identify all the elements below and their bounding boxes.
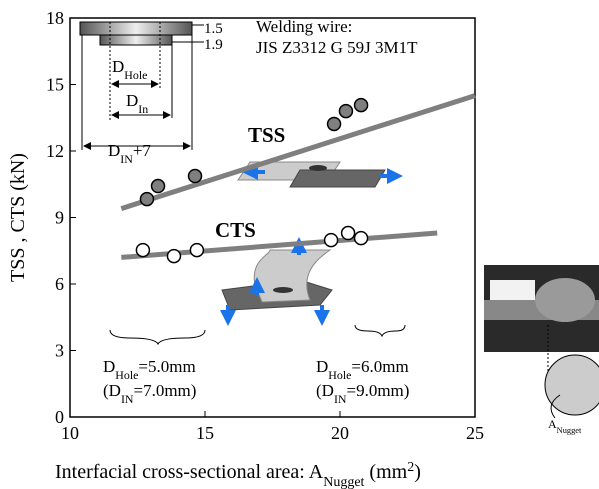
micrograph	[484, 265, 599, 418]
y-tick-label: 15	[46, 75, 64, 95]
point	[190, 244, 203, 257]
text-part: (D	[103, 381, 121, 400]
annotation: DHole	[112, 57, 147, 82]
annotation: ANugget	[548, 417, 582, 435]
annotation: 1.9	[204, 37, 223, 53]
text-part: Nugget	[557, 426, 582, 435]
text-part: In	[138, 102, 148, 116]
trend-line	[121, 96, 475, 209]
series-label: CTS	[215, 218, 256, 242]
text-part: Hole	[115, 368, 138, 382]
text-part: IN	[120, 152, 133, 166]
text-part: 2	[407, 460, 414, 475]
brace	[355, 325, 405, 336]
annotation: Welding wire:	[256, 17, 352, 36]
text-part: =7.0mm)	[134, 381, 197, 400]
x-axis-label: Interfacial cross-sectional area: ANugge…	[55, 460, 421, 489]
annotation: JIS Z3312 G 59J 3M1T	[256, 38, 418, 57]
text-part: 1.9	[204, 37, 223, 53]
text-part: =5.0mm	[138, 357, 195, 376]
plate-diagram	[80, 22, 204, 150]
text-part: Welding wire:	[256, 17, 352, 36]
point	[152, 180, 165, 193]
text-part: D	[112, 57, 124, 76]
text-part: JIS Z3312 G 59J 3M1T	[256, 38, 418, 57]
text-part: Hole	[124, 68, 147, 82]
annotation: (DIN=9.0mm)	[316, 381, 409, 406]
point	[167, 250, 180, 263]
point	[339, 105, 352, 118]
annotation: DHole=5.0mm	[103, 357, 196, 382]
text-part: A	[548, 417, 557, 431]
annotation: 1.5	[204, 21, 223, 37]
cts-specimen	[222, 245, 332, 318]
annotation: DIN+7	[108, 141, 151, 166]
text-part: D	[316, 357, 328, 376]
text-part: =6.0mm	[351, 357, 408, 376]
point	[136, 244, 149, 257]
y-tick-label: 12	[46, 141, 64, 161]
text-part: Interfacial cross-sectional area: A	[55, 461, 324, 483]
y-tick-label: 3	[55, 341, 64, 361]
text-part: (D	[316, 381, 334, 400]
y-tick-label: 9	[55, 208, 64, 228]
series-label: TSS	[248, 123, 285, 147]
text-part: D	[108, 141, 120, 160]
text-part: IN	[334, 392, 347, 406]
text-part: +7	[133, 141, 152, 160]
x-tick-label: 10	[61, 423, 79, 443]
y-tick-label: 18	[46, 8, 64, 28]
annotation: (DIN=7.0mm)	[103, 381, 196, 406]
x-tick-label: 15	[196, 423, 214, 443]
point	[342, 227, 355, 240]
text-part: Hole	[328, 368, 351, 382]
point	[325, 234, 338, 247]
text-part: )	[414, 461, 421, 483]
y-axis-label: TSS , CTS (kN)	[7, 153, 29, 282]
brace	[110, 330, 205, 344]
point	[328, 117, 341, 130]
y-tick-label: 6	[55, 274, 64, 294]
text-part: 1.5	[204, 21, 223, 37]
text-part: D	[126, 91, 138, 110]
annotation: DHole=6.0mm	[316, 357, 409, 382]
x-tick-label: 25	[466, 423, 484, 443]
point	[140, 193, 153, 206]
chart: 036912151810152025Interfacial cross-sect…	[0, 0, 599, 489]
text-part: Nugget	[323, 475, 364, 489]
text-part: D	[103, 357, 115, 376]
point	[355, 232, 368, 245]
point	[355, 99, 368, 112]
text-part: IN	[121, 392, 134, 406]
x-tick-label: 20	[331, 423, 349, 443]
annotation: DIn	[126, 91, 148, 116]
point	[189, 170, 202, 183]
text-part: (mm	[364, 461, 407, 483]
text-part: =9.0mm)	[347, 381, 410, 400]
